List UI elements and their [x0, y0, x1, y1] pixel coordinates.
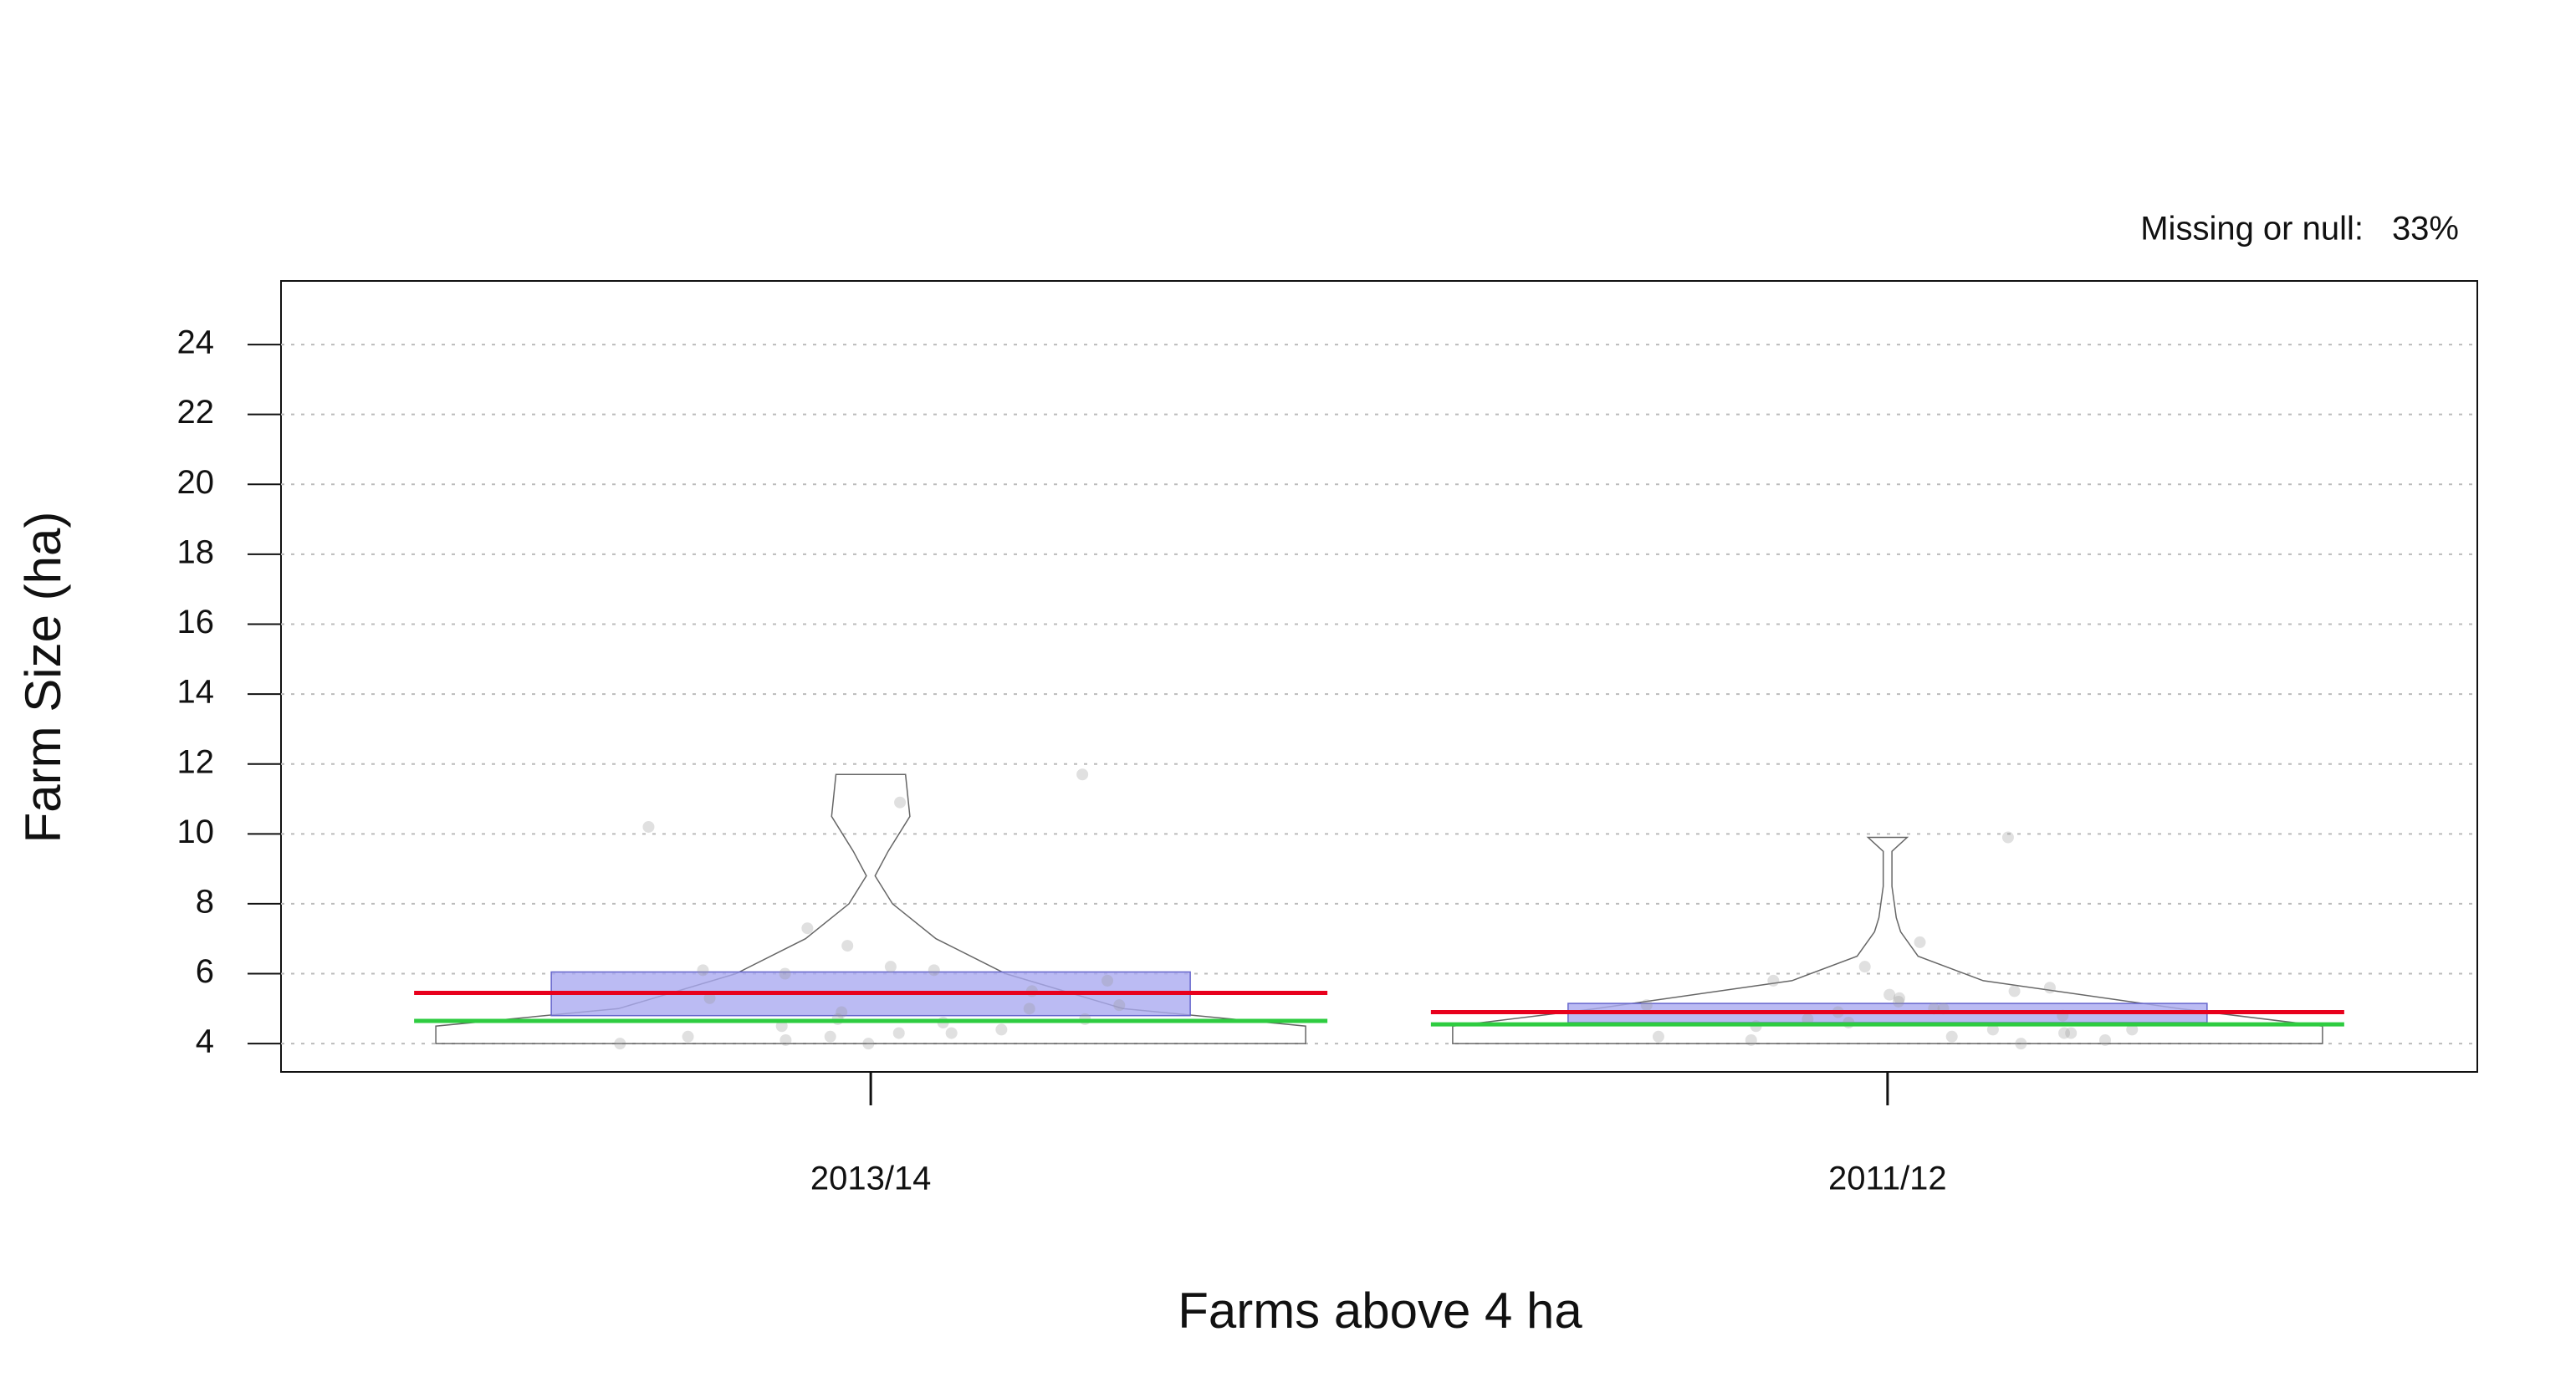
y-tick-label: 4 — [196, 1023, 214, 1060]
point — [1113, 999, 1126, 1012]
point — [2058, 1027, 2071, 1039]
annotation-value: 33% — [2392, 211, 2459, 247]
point — [2065, 1027, 2078, 1039]
point — [2015, 1038, 2027, 1050]
point — [1892, 995, 1904, 1008]
annotation: Missing or null: — [2140, 211, 2364, 247]
point — [2098, 1033, 2111, 1046]
point — [1858, 961, 1871, 973]
point — [801, 922, 814, 935]
point — [995, 1023, 1008, 1036]
point — [642, 820, 655, 833]
point — [1914, 936, 1926, 948]
point — [2043, 982, 2056, 994]
point — [1767, 974, 1780, 987]
y-axis-label: Farm Size (ha) — [15, 512, 71, 844]
point — [1945, 1030, 1958, 1043]
point — [1023, 1003, 1035, 1015]
y-tick-label: 10 — [177, 814, 215, 850]
point — [1101, 974, 1114, 987]
x-tick-label: 2011/12 — [1828, 1161, 1947, 1197]
y-tick-label: 8 — [196, 883, 214, 920]
point — [1893, 992, 1905, 1004]
point — [1652, 1030, 1664, 1043]
point — [894, 796, 907, 809]
point — [841, 940, 854, 952]
point — [1986, 1023, 1999, 1036]
point — [682, 1030, 694, 1043]
point — [824, 1030, 836, 1043]
point — [836, 1006, 848, 1018]
y-tick-label: 20 — [177, 464, 215, 501]
point — [2001, 831, 2014, 844]
violin — [1452, 836, 2323, 1044]
point — [1745, 1033, 1757, 1046]
y-tick-label: 6 — [196, 953, 214, 990]
point — [779, 967, 791, 980]
point — [779, 1033, 792, 1046]
point — [884, 961, 897, 973]
y-tick-label: 12 — [177, 743, 215, 780]
x-axis-label: Farms above 4 ha — [1178, 1283, 1582, 1339]
point — [945, 1027, 958, 1039]
point — [928, 964, 940, 977]
point — [1802, 1013, 1814, 1025]
point — [2008, 985, 2021, 997]
point — [2126, 1023, 2139, 1036]
point — [614, 1038, 626, 1050]
y-tick-label: 24 — [177, 324, 215, 361]
point — [1076, 768, 1089, 781]
x-tick-label: 2013/14 — [810, 1161, 932, 1197]
point — [1883, 988, 1896, 1001]
y-tick-label: 18 — [177, 533, 215, 570]
point — [697, 964, 709, 977]
plot-frame — [280, 280, 2478, 1073]
y-tick-label: 16 — [177, 604, 215, 640]
point — [1640, 999, 1653, 1012]
point — [862, 1038, 875, 1050]
point — [892, 1027, 905, 1039]
point — [775, 1020, 788, 1033]
y-tick-label: 22 — [177, 394, 215, 431]
y-tick-label: 14 — [177, 674, 215, 711]
point — [703, 992, 716, 1004]
